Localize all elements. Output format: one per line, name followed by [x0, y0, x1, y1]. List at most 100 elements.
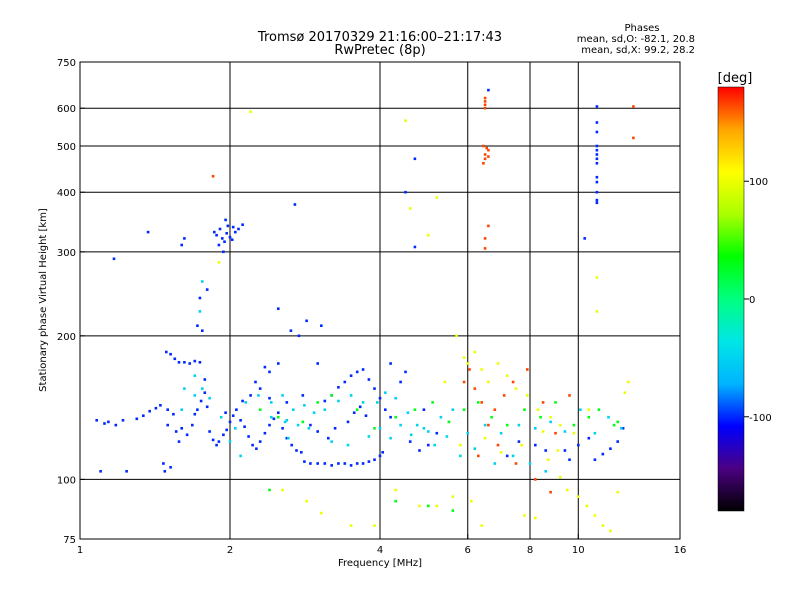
data-point — [277, 362, 280, 365]
data-point — [544, 470, 547, 473]
data-point — [330, 394, 333, 397]
data-point — [125, 470, 128, 473]
data-point — [505, 423, 509, 427]
data-point — [268, 423, 271, 427]
data-point — [166, 408, 169, 411]
data-point — [468, 368, 471, 371]
data-point — [228, 420, 232, 424]
data-point — [177, 361, 181, 364]
data-point — [451, 408, 455, 411]
data-point — [632, 105, 635, 108]
data-point — [612, 423, 616, 427]
data-point — [180, 427, 183, 430]
data-point — [346, 443, 350, 447]
data-point — [330, 440, 333, 443]
data-point — [413, 245, 417, 249]
data-point — [435, 431, 439, 435]
data-point — [241, 223, 244, 226]
data-point — [593, 458, 597, 461]
data-point — [511, 380, 515, 384]
data-point — [483, 247, 487, 250]
data-point — [300, 451, 303, 454]
data-point — [281, 488, 284, 492]
colorbar-tick-label: 0 — [749, 295, 755, 306]
data-point — [234, 230, 237, 234]
data-point — [568, 458, 571, 461]
data-point — [174, 430, 178, 433]
data-point — [196, 408, 199, 411]
data-point — [270, 415, 273, 419]
data-point — [544, 449, 547, 452]
data-point — [422, 427, 426, 430]
data-point — [215, 233, 218, 237]
data-point — [201, 280, 204, 283]
data-point — [427, 443, 430, 447]
data-point — [523, 514, 526, 517]
data-point — [309, 423, 312, 427]
data-point — [483, 423, 487, 427]
data-point — [483, 237, 487, 240]
y-axis-ticks: 75 100 200 300 400 500 600 750 — [57, 58, 85, 546]
data-point — [623, 391, 627, 394]
data-point — [480, 368, 483, 371]
data-point — [234, 427, 237, 430]
data-point — [293, 203, 297, 206]
data-point — [511, 454, 515, 458]
data-point — [373, 458, 376, 461]
data-point — [305, 499, 308, 503]
y-tick-label: 100 — [57, 475, 76, 486]
data-point — [114, 423, 118, 427]
data-point — [327, 436, 330, 440]
data-point — [595, 148, 599, 152]
data-point — [201, 329, 204, 332]
data-point — [595, 130, 599, 134]
data-point — [616, 490, 619, 494]
phase-stats-title: Phases — [624, 23, 659, 34]
data-point — [549, 420, 552, 424]
data-point — [217, 261, 221, 264]
data-point — [595, 144, 599, 148]
data-point — [223, 240, 226, 243]
data-point — [316, 401, 319, 404]
data-point — [283, 420, 287, 424]
data-point — [243, 425, 246, 428]
data-point — [459, 443, 462, 447]
data-point — [208, 396, 211, 400]
y-tick-label: 750 — [57, 58, 76, 69]
data-point — [558, 423, 562, 427]
data-point — [435, 196, 439, 199]
data-point — [435, 504, 439, 508]
y-tick-label: 600 — [57, 104, 76, 115]
data-point — [473, 350, 477, 354]
data-point — [349, 524, 353, 527]
data-point — [255, 447, 258, 450]
data-point — [451, 495, 455, 498]
data-point — [470, 499, 473, 503]
data-point — [408, 207, 412, 210]
data-point — [595, 276, 599, 279]
data-point — [514, 387, 518, 390]
data-point — [121, 419, 125, 422]
data-point — [462, 380, 466, 384]
data-point — [577, 443, 580, 447]
data-point — [198, 296, 202, 300]
colorbar-label: [deg] — [718, 71, 753, 86]
data-point — [364, 414, 368, 417]
data-point — [620, 427, 623, 430]
data-point — [404, 119, 407, 122]
data-point — [607, 415, 610, 419]
data-point — [337, 386, 340, 389]
data-point — [198, 361, 202, 364]
data-point — [483, 157, 487, 161]
data-point — [361, 401, 365, 404]
data-point — [427, 430, 430, 433]
data-point — [355, 408, 359, 411]
data-point — [579, 408, 582, 411]
y-tick-label: 400 — [57, 188, 76, 199]
data-point — [183, 387, 186, 390]
data-point — [358, 405, 362, 409]
data-point — [211, 175, 215, 178]
data-point — [270, 401, 273, 404]
data-point — [312, 411, 316, 414]
y-axis-label: Stationary phase Virtual Height [km] — [38, 208, 49, 392]
